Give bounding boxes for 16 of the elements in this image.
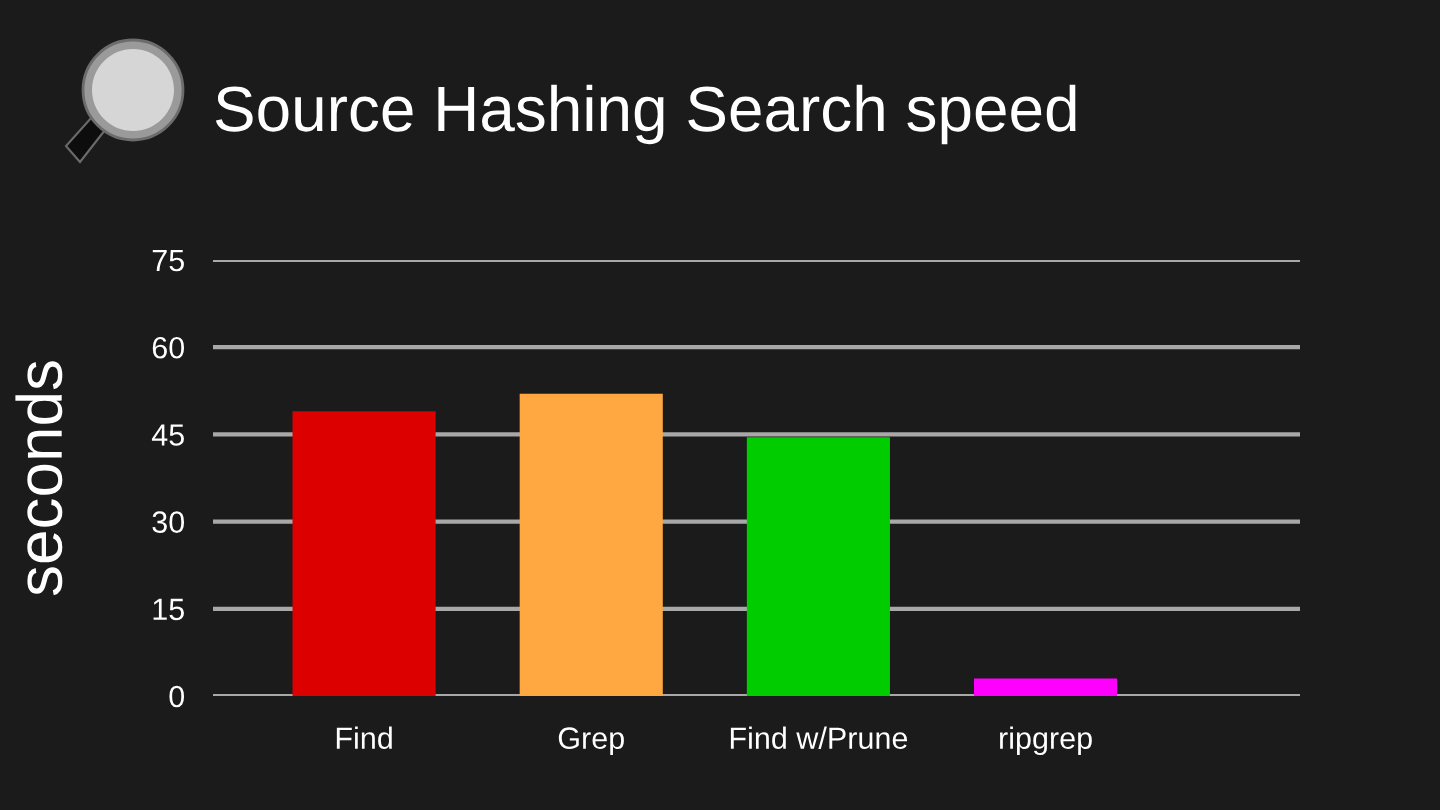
x-tick-label: Find [336,726,392,749]
x-tick-label: Find w/Prune [730,726,908,749]
chart-title: Source Hashing Search speed [215,84,1076,145]
y-tick-label: 75 [152,250,184,272]
y-axis-title: seconds [15,361,63,596]
y-tick-label: 60 [152,336,185,359]
bar [746,437,890,696]
bar [974,678,1118,696]
y-tick-label: 45 [151,424,184,446]
bar [519,393,663,696]
y-tick-label: 30 [152,511,185,533]
x-tick-label: Grep [558,727,624,756]
y-tick-label: 0 [169,685,185,708]
bar [292,411,436,696]
x-tick-label: ripgrep [1000,726,1092,756]
y-tick-label: 15 [153,598,184,621]
